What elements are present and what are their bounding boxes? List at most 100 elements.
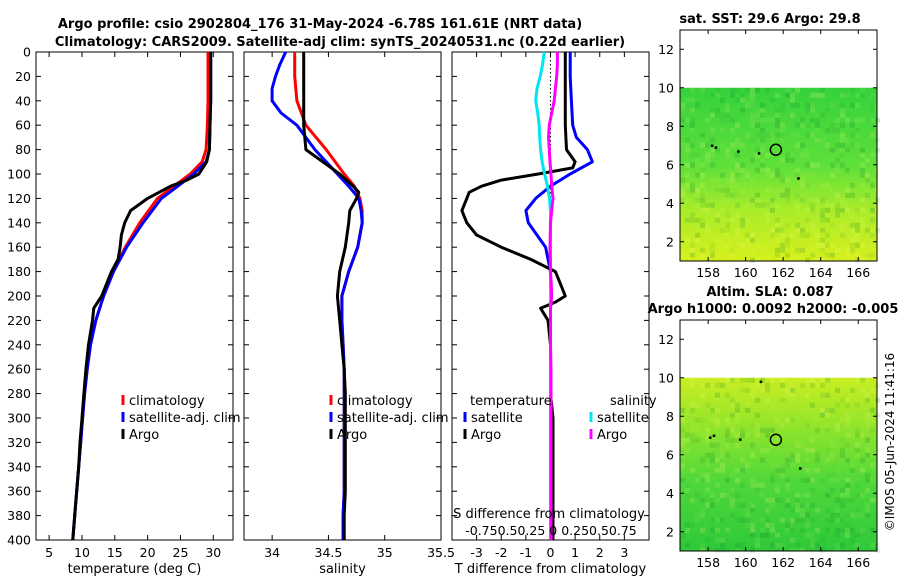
map-pixel bbox=[720, 242, 725, 248]
map-pixel bbox=[760, 102, 765, 108]
map-pixel bbox=[680, 417, 685, 423]
y-tick-label: 380 bbox=[7, 508, 31, 523]
map-pixel bbox=[755, 412, 760, 418]
map-pixel bbox=[680, 532, 685, 538]
map-pixel bbox=[735, 202, 740, 208]
map-pixel bbox=[830, 457, 835, 463]
map-pixel bbox=[790, 527, 795, 533]
map-pixel bbox=[860, 242, 865, 248]
x-tick-label: -1 bbox=[520, 545, 532, 560]
map-pixel bbox=[680, 102, 685, 108]
map-pixel bbox=[760, 127, 765, 133]
map-pixel bbox=[835, 117, 840, 123]
sla-map-title-line2: Argo h1000: 0.0092 h2000: -0.005 bbox=[648, 302, 899, 317]
map-pixel bbox=[805, 172, 810, 178]
map-pixel bbox=[790, 452, 795, 458]
map-pixel bbox=[745, 407, 750, 413]
map-pixel bbox=[870, 477, 875, 483]
map-pixel bbox=[865, 417, 870, 423]
map-pixel bbox=[725, 477, 730, 483]
map-pixel bbox=[735, 467, 740, 473]
map-pixel bbox=[830, 127, 835, 133]
map-pixel bbox=[770, 442, 775, 448]
map-pixel bbox=[810, 117, 815, 123]
map-pixel bbox=[800, 517, 805, 523]
map-pixel bbox=[695, 477, 700, 483]
map-pixel bbox=[680, 107, 685, 113]
map-pixel bbox=[810, 467, 815, 473]
map-pixel bbox=[815, 162, 820, 168]
map-pixel bbox=[700, 172, 705, 178]
map-pixel bbox=[840, 112, 845, 118]
map-pixel bbox=[860, 217, 865, 223]
map-pixel bbox=[725, 432, 730, 438]
map-pixel bbox=[835, 247, 840, 253]
map-pixel bbox=[810, 447, 815, 453]
map-pixel bbox=[720, 172, 725, 178]
map-pixel bbox=[750, 117, 755, 123]
map-pixel bbox=[795, 507, 800, 513]
map-pixel bbox=[840, 227, 845, 233]
map-pixel bbox=[750, 257, 755, 263]
map-pixel bbox=[690, 107, 695, 113]
map-pixel bbox=[755, 117, 760, 123]
map-pixel bbox=[785, 192, 790, 198]
map-pixel bbox=[830, 222, 835, 228]
map-pixel bbox=[770, 132, 775, 138]
map-pixel bbox=[750, 477, 755, 483]
map-pixel bbox=[730, 237, 735, 243]
map-pixel bbox=[775, 92, 780, 98]
map-pixel bbox=[705, 437, 710, 443]
map-pixel bbox=[735, 432, 740, 438]
map-pixel bbox=[835, 517, 840, 523]
map-pixel bbox=[805, 467, 810, 473]
map-pixel bbox=[805, 107, 810, 113]
y-tick-label: 8 bbox=[666, 409, 674, 424]
map-pixel bbox=[755, 167, 760, 173]
map-pixel bbox=[835, 467, 840, 473]
map-pixel bbox=[850, 242, 855, 248]
map-pixel bbox=[825, 252, 830, 258]
map-pixel bbox=[735, 232, 740, 238]
map-pixel bbox=[860, 182, 865, 188]
map-pixel bbox=[695, 162, 700, 168]
map-pixel bbox=[795, 192, 800, 198]
map-pixel bbox=[730, 402, 735, 408]
map-pixel bbox=[865, 412, 870, 418]
map-pixel bbox=[790, 227, 795, 233]
map-pixel bbox=[760, 137, 765, 143]
map-pixel bbox=[810, 517, 815, 523]
map-pixel bbox=[835, 427, 840, 433]
map-pixel bbox=[720, 142, 725, 148]
map-pixel bbox=[700, 477, 705, 483]
map-pixel bbox=[680, 142, 685, 148]
map-pixel bbox=[690, 252, 695, 258]
map-pixel bbox=[790, 132, 795, 138]
map-pixel bbox=[700, 87, 705, 93]
map-pixel bbox=[805, 447, 810, 453]
map-pixel bbox=[835, 192, 840, 198]
map-pixel bbox=[705, 487, 710, 493]
map-pixel bbox=[710, 127, 715, 133]
map-pixel bbox=[755, 397, 760, 403]
map-pixel bbox=[815, 452, 820, 458]
secondary-axis-tick-labels: -0.750.50.25 0 0.250.50.75 bbox=[465, 523, 637, 538]
map-pixel bbox=[790, 522, 795, 528]
map-speck bbox=[799, 467, 802, 470]
map-pixel bbox=[770, 232, 775, 238]
map-pixel bbox=[700, 182, 705, 188]
map-pixel bbox=[795, 497, 800, 503]
map-pixel bbox=[775, 407, 780, 413]
map-pixel bbox=[765, 132, 770, 138]
map-pixel bbox=[755, 422, 760, 428]
y-tick-label: 200 bbox=[7, 289, 31, 304]
map-pixel bbox=[785, 92, 790, 98]
map-pixel bbox=[795, 167, 800, 173]
map-pixel bbox=[820, 92, 825, 98]
map-pixel bbox=[815, 382, 820, 388]
map-pixel bbox=[725, 547, 730, 553]
map-pixel bbox=[815, 127, 820, 133]
map-pixel bbox=[745, 87, 750, 93]
map-pixel bbox=[780, 242, 785, 248]
map-pixel bbox=[870, 117, 875, 123]
